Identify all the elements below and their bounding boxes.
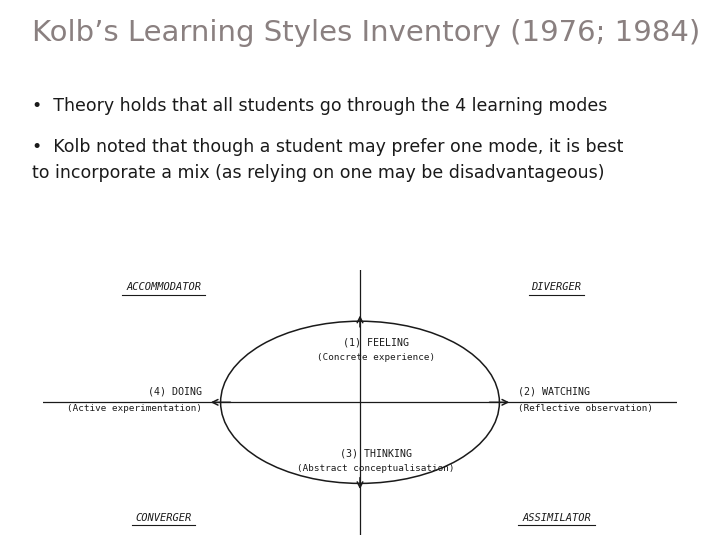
Text: (Active experimentation): (Active experimentation) (66, 404, 202, 413)
Text: Kolb’s Learning Styles Inventory (1976; 1984): Kolb’s Learning Styles Inventory (1976; … (32, 19, 701, 47)
Text: (1) FEELING: (1) FEELING (343, 338, 409, 348)
Text: (Concrete experience): (Concrete experience) (317, 353, 435, 362)
Text: (3) THINKING: (3) THINKING (340, 449, 412, 458)
Text: DIVERGER: DIVERGER (531, 282, 582, 292)
Text: •  Kolb noted that though a student may prefer one mode, it is best
to incorpora: • Kolb noted that though a student may p… (32, 138, 624, 182)
Text: (Reflective observation): (Reflective observation) (518, 404, 653, 413)
Text: ACCOMMODATOR: ACCOMMODATOR (126, 282, 201, 292)
Text: •  Theory holds that all students go through the 4 learning modes: • Theory holds that all students go thro… (32, 97, 608, 115)
Text: CONVERGER: CONVERGER (135, 512, 192, 523)
Text: (Abstract conceptualisation): (Abstract conceptualisation) (297, 464, 454, 473)
Text: ASSIMILATOR: ASSIMILATOR (522, 512, 591, 523)
Text: (4) DOING: (4) DOING (148, 387, 202, 397)
Text: (2) WATCHING: (2) WATCHING (518, 387, 590, 397)
